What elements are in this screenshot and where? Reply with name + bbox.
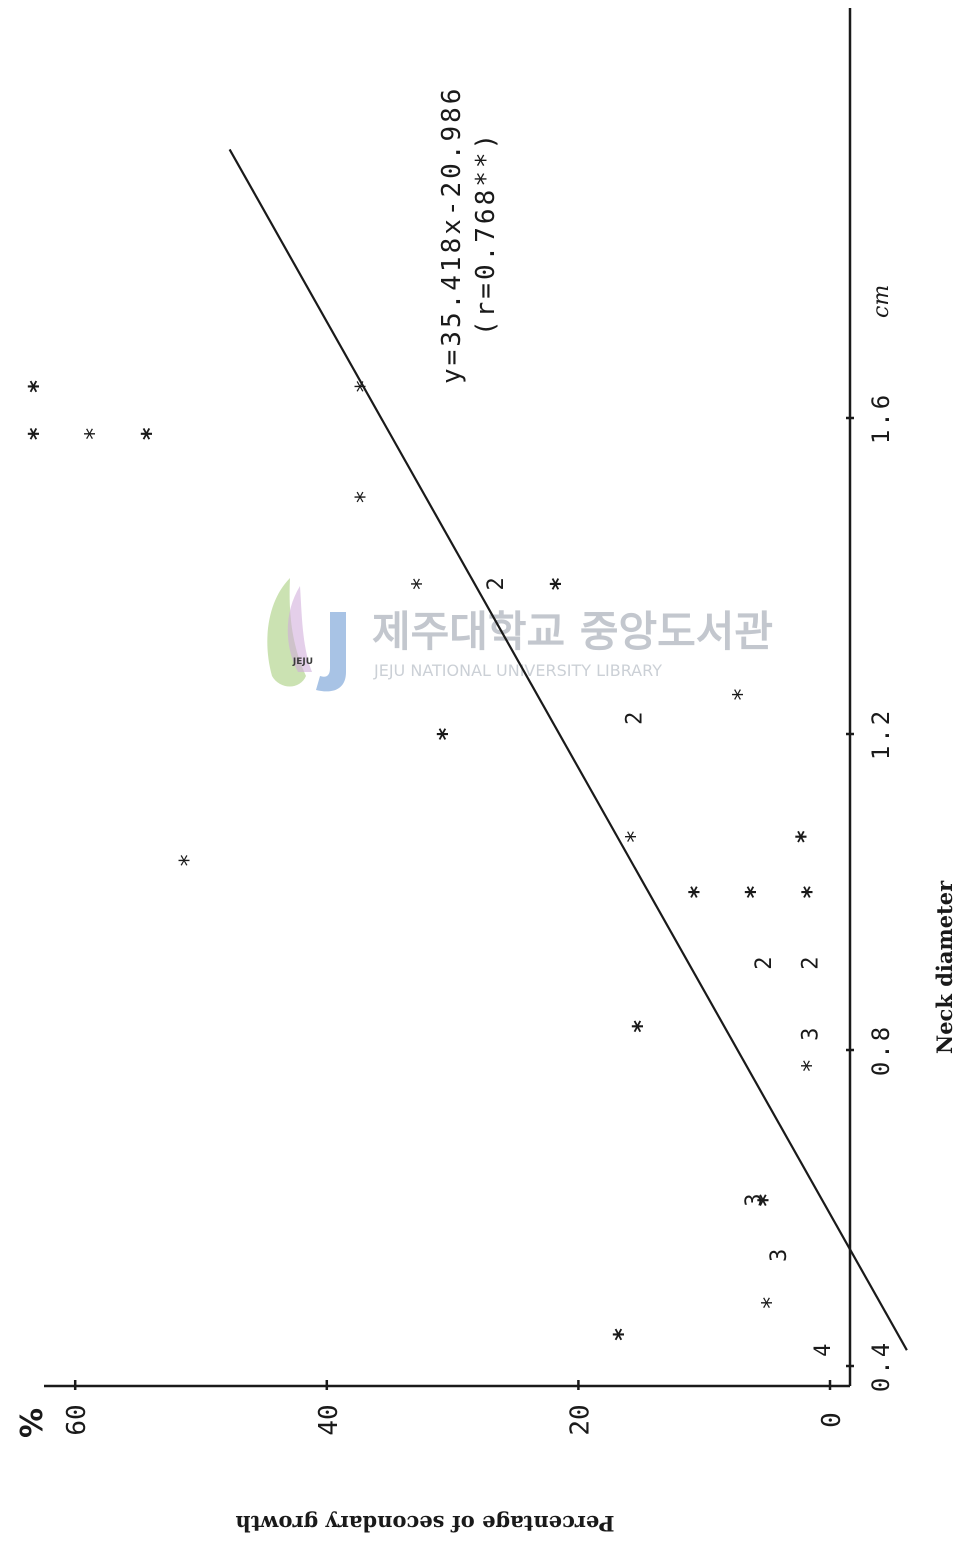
regression-line <box>228 148 908 1351</box>
data-point-solid: * <box>791 829 819 843</box>
data-point-solid: * <box>797 885 825 899</box>
y-axis-title: Percentage of secondary growth <box>236 1511 615 1536</box>
x-unit-label: cm <box>869 285 894 318</box>
data-point-light: * <box>797 1059 825 1073</box>
count-marker: 2 <box>799 956 824 969</box>
x-axis-title: Neck diameter <box>932 880 957 1054</box>
count-marker: 2 <box>484 577 509 590</box>
watermark: JEJU 제주대학교 중앙도서관 JEJU NATIONAL UNIVERSIT… <box>267 578 773 692</box>
data-point-light: * <box>351 490 379 504</box>
x-tick-label: 0.8 <box>867 1024 895 1076</box>
data-point-light: * <box>621 829 649 843</box>
data-point-solid: * <box>627 1019 655 1033</box>
logo-text: JEJU <box>292 657 313 667</box>
x-tick-label: 1.2 <box>867 708 895 760</box>
data-point-light: * <box>757 1296 785 1310</box>
x-tick-label: 1.6 <box>867 392 895 444</box>
data-point-light: * <box>407 577 435 591</box>
data-point-solid: * <box>753 1193 781 1207</box>
count-marker: 3 <box>767 1249 792 1262</box>
data-point-solid: * <box>684 885 712 899</box>
correlation-coefficient: (r=0.768**) <box>471 131 501 336</box>
data-point-light: * <box>728 687 756 701</box>
data-point-light: * <box>351 379 379 393</box>
data-point-solid: * <box>608 1327 636 1341</box>
data-point-solid: * <box>432 727 460 741</box>
count-marker: 2 <box>623 712 648 725</box>
count-marker: 3 <box>742 1193 767 1206</box>
watermark-korean: 제주대학교 중앙도서관 <box>372 607 773 656</box>
regression-line-group <box>228 148 908 1351</box>
data-point-light: * <box>80 427 108 441</box>
data-point-light: * <box>174 853 202 867</box>
count-marker: 3 <box>799 1028 824 1041</box>
y-unit-label: % <box>15 1408 50 1438</box>
y-tick-label: 0 <box>817 1412 847 1428</box>
data-points: 4**33**3*22*******2**2******* <box>23 379 836 1357</box>
data-point-solid: * <box>137 427 165 441</box>
data-point-solid: * <box>23 427 51 441</box>
regression-equation: y=35.418x-20.986 <box>437 86 467 384</box>
y-tick-label: 40 <box>314 1404 344 1435</box>
x-tick-label: 0.4 <box>867 1340 895 1392</box>
data-point-solid: * <box>546 577 574 591</box>
y-axis-ticks: 0 20 40 60 <box>62 1380 847 1436</box>
data-point-solid: * <box>741 885 769 899</box>
library-logo-icon: JEJU <box>267 578 346 692</box>
data-point-solid: * <box>23 379 51 393</box>
y-tick-label: 60 <box>62 1404 92 1435</box>
x-axis-ticks: 0.4 0.8 1.2 1.6 <box>846 392 895 1392</box>
count-marker: 4 <box>811 1344 836 1357</box>
y-tick-label: 20 <box>565 1404 595 1435</box>
count-marker: 2 <box>752 956 777 969</box>
watermark-english: JEJU NATIONAL UNIVERSITY LIBRARY <box>373 661 662 680</box>
